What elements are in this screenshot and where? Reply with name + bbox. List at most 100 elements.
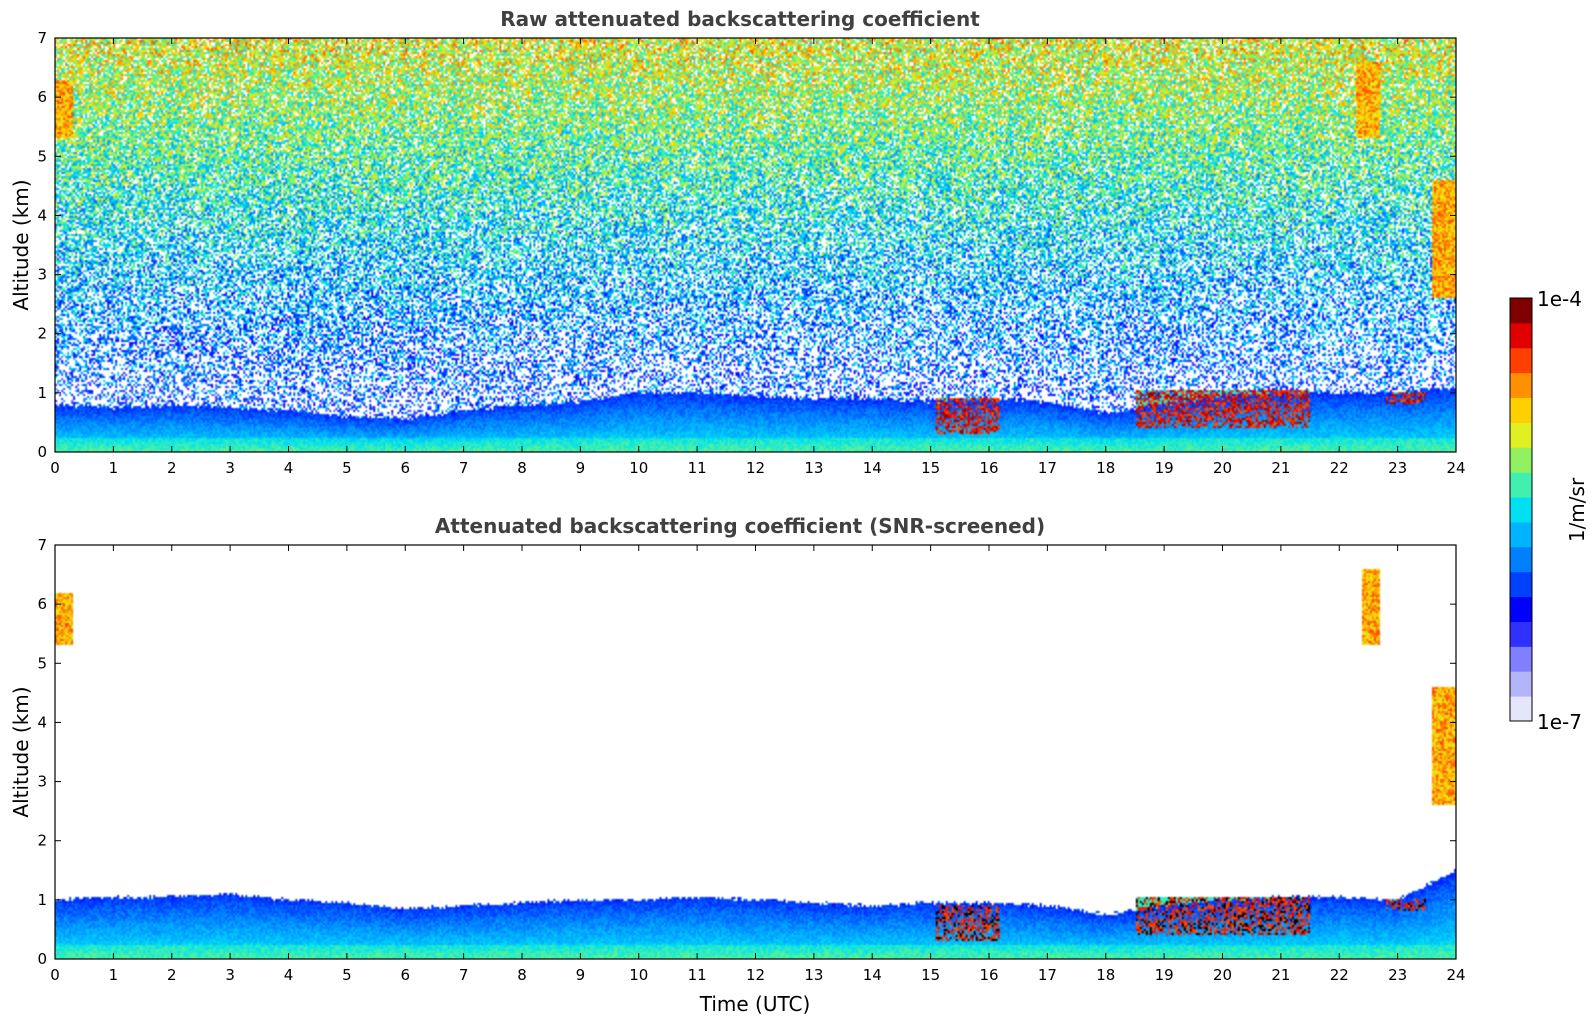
y-tick-label: 1 — [37, 891, 47, 909]
x-tick-label: 13 — [804, 966, 823, 984]
x-tick-label: 19 — [1155, 966, 1174, 984]
colorbar-band — [1510, 372, 1532, 399]
x-tick-label: 19 — [1155, 459, 1174, 477]
panel-screened: Attenuated backscattering coefficient (S… — [9, 514, 1466, 1016]
colorbar-frame — [1509, 297, 1533, 722]
x-tick-label: 5 — [342, 459, 352, 477]
x-tick-label: 24 — [1446, 459, 1465, 477]
colorbar-band — [1510, 671, 1532, 697]
y-tick-label: 7 — [37, 536, 47, 554]
colorbar-unit-label: 1/m/sr — [1565, 477, 1589, 542]
x-ticks-raw: 0 1 2 3 4 5 6 7 8 9 10 11 12 13 14 15 16 17 18 19 20 21 22 23 24 — [50, 38, 1466, 477]
y-tick-label: 0 — [37, 443, 47, 461]
x-tick-label: 8 — [517, 459, 527, 477]
x-tick-label: 12 — [746, 459, 765, 477]
x-tick-label: 15 — [921, 966, 940, 984]
x-tick-label: 20 — [1213, 966, 1232, 984]
y-axis-label-screened: Altitude (km) — [9, 686, 33, 817]
colorbar-band — [1510, 397, 1532, 423]
x-tick-label: 11 — [688, 966, 707, 984]
x-tick-label: 21 — [1271, 966, 1290, 984]
y-tick-label: 6 — [37, 88, 47, 106]
x-tick-label: 22 — [1330, 459, 1349, 477]
x-tick-label: 15 — [921, 459, 940, 477]
x-axis-label: Time (UTC) — [699, 992, 811, 1016]
colorbar-band — [1510, 546, 1532, 573]
x-tick-label: 18 — [1096, 966, 1115, 984]
colorbar-band — [1510, 696, 1532, 722]
x-tick-label: 2 — [167, 459, 177, 477]
y-axis-label-raw: Altitude (km) — [9, 179, 33, 310]
y-tick-label: 4 — [37, 206, 47, 224]
y-ticks-screened: 0 1 2 3 4 5 6 7 — [37, 536, 1456, 968]
x-tick-label: 23 — [1388, 459, 1407, 477]
x-tick-label: 0 — [50, 966, 60, 984]
y-tick-label: 3 — [37, 266, 47, 284]
x-tick-label: 20 — [1213, 459, 1232, 477]
x-tick-label: 17 — [1038, 459, 1057, 477]
y-ticks-raw: 0 1 2 3 4 5 6 7 — [37, 29, 1456, 461]
colorbar-band — [1510, 298, 1532, 324]
heatmap-screened — [55, 545, 1456, 959]
x-tick-label: 23 — [1388, 966, 1407, 984]
y-tick-label: 3 — [37, 773, 47, 791]
x-tick-label: 13 — [804, 459, 823, 477]
panel-raw: Raw attenuated backscattering coefficien… — [9, 7, 1466, 477]
x-tick-label: 16 — [979, 966, 998, 984]
colorbar-band — [1510, 621, 1532, 647]
y-tick-label: 5 — [37, 147, 47, 165]
x-tick-label: 1 — [109, 966, 119, 984]
x-tick-label: 21 — [1271, 459, 1290, 477]
y-tick-label: 7 — [37, 29, 47, 47]
chart-title-screened: Attenuated backscattering coefficient (S… — [435, 514, 1045, 538]
colorbar-band — [1510, 472, 1532, 498]
x-tick-label: 8 — [517, 966, 527, 984]
x-tick-label: 24 — [1446, 966, 1465, 984]
x-tick-label: 10 — [629, 966, 648, 984]
colorbar: 1e-4 1e-7 1/m/sr — [1509, 287, 1589, 734]
x-tick-label: 6 — [400, 966, 410, 984]
x-tick-label: 9 — [576, 459, 586, 477]
chart-title-raw: Raw attenuated backscattering coefficien… — [500, 7, 980, 31]
x-tick-label: 1 — [109, 459, 119, 477]
x-tick-label: 5 — [342, 966, 352, 984]
x-tick-label: 17 — [1038, 966, 1057, 984]
colorbar-band — [1510, 571, 1532, 598]
x-tick-label: 3 — [225, 459, 235, 477]
x-tick-label: 16 — [979, 459, 998, 477]
colorbar-band — [1510, 347, 1532, 374]
x-tick-label: 22 — [1330, 966, 1349, 984]
colorbar-band — [1510, 447, 1532, 473]
colorbar-band — [1510, 497, 1532, 523]
x-tick-label: 18 — [1096, 459, 1115, 477]
y-tick-label: 2 — [37, 325, 47, 343]
x-tick-label: 10 — [629, 459, 648, 477]
y-tick-label: 6 — [37, 595, 47, 613]
y-tick-label: 5 — [37, 654, 47, 672]
heatmap-raw — [55, 38, 1456, 452]
x-tick-label: 9 — [576, 966, 586, 984]
colorbar-band — [1510, 521, 1532, 548]
colorbar-min-label: 1e-7 — [1537, 710, 1582, 734]
y-tick-label: 1 — [37, 384, 47, 402]
x-tick-label: 2 — [167, 966, 177, 984]
y-tick-label: 2 — [37, 832, 47, 850]
x-tick-label: 4 — [284, 966, 294, 984]
x-tick-label: 6 — [400, 459, 410, 477]
colorbar-max-label: 1e-4 — [1537, 287, 1582, 311]
colorbar-band — [1510, 422, 1532, 448]
x-ticks-screened: 0 1 2 3 4 5 6 7 8 9 10 11 12 13 14 15 16 17 18 19 20 21 22 23 24 — [50, 545, 1466, 984]
x-tick-label: 7 — [459, 459, 469, 477]
x-tick-label: 14 — [863, 966, 882, 984]
x-tick-label: 4 — [284, 459, 294, 477]
colorbar-band — [1510, 646, 1532, 672]
x-tick-label: 0 — [50, 459, 60, 477]
x-tick-label: 12 — [746, 966, 765, 984]
colorbar-bands — [1510, 298, 1532, 722]
x-tick-label: 11 — [688, 459, 707, 477]
x-tick-label: 3 — [225, 966, 235, 984]
colorbar-band — [1510, 322, 1532, 349]
y-tick-label: 0 — [37, 950, 47, 968]
x-tick-label: 7 — [459, 966, 469, 984]
